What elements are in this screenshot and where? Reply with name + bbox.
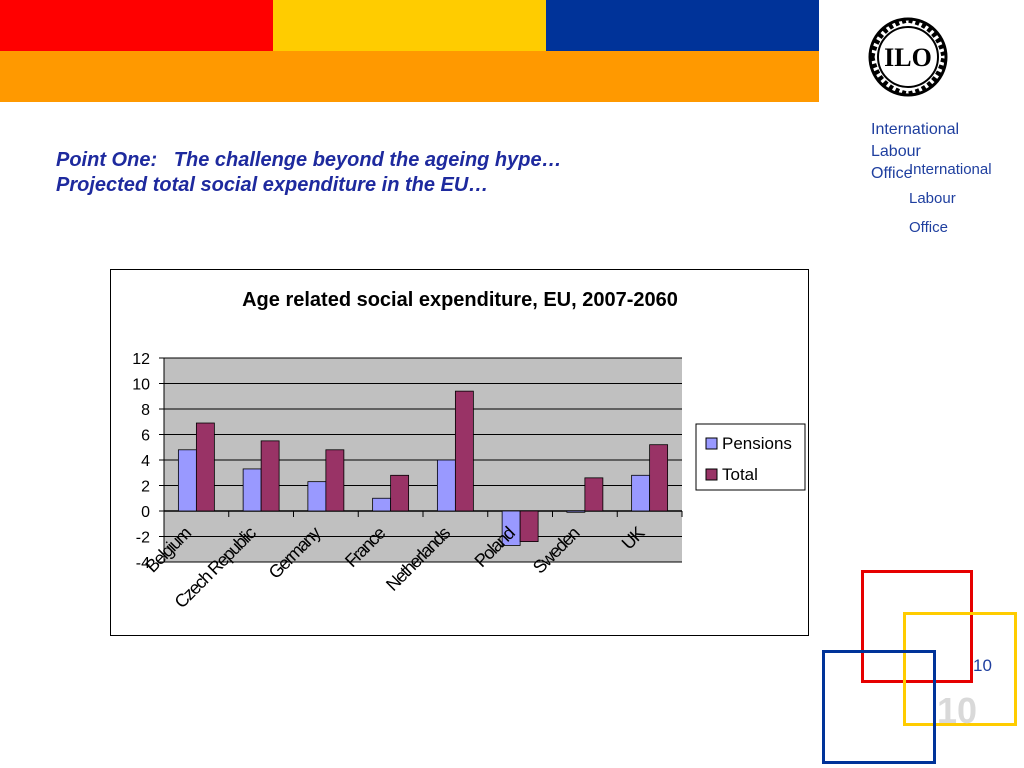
bar-total-belgium: [195, 422, 215, 512]
header-blue-block: [546, 0, 819, 51]
bar-total-czech-republic: [260, 440, 280, 512]
y-tick-label: -4: [136, 555, 150, 572]
y-tick-label: 4: [141, 453, 150, 470]
page-number-watermark: 10: [937, 690, 978, 731]
bar-total-poland: [519, 510, 539, 543]
logo-letters: ILO: [884, 43, 932, 72]
decor-square-blue: [822, 650, 936, 764]
bar-chart: Age related social expenditure, EU, 2007…: [132, 289, 806, 612]
organization-name: International Labour Office: [871, 119, 959, 185]
chart-legend: Pensions Total: [695, 423, 806, 491]
page-number: 10: [973, 656, 992, 675]
bar-total-netherlands: [454, 390, 474, 512]
bar-total-uk: [649, 444, 669, 512]
y-tick-label: 6: [141, 428, 150, 445]
bar-pensions-france: [372, 497, 392, 512]
organization-name-repeat: International Labour Office: [909, 155, 992, 242]
headline-line-1: Point One: The challenge beyond the agei…: [56, 149, 562, 171]
bar-total-sweden: [584, 477, 604, 512]
bar-pensions-sweden: [566, 510, 586, 513]
chart-frame: Age related social expenditure, EU, 2007…: [110, 269, 809, 636]
bar-pensions-czech-republic: [242, 468, 262, 512]
bar-total-germany: [325, 449, 345, 512]
y-tick-label: 0: [141, 504, 150, 521]
headline-line-2: Projected total social expenditure in th…: [56, 174, 489, 196]
slide-headline: Point One: The challenge beyond the agei…: [56, 148, 562, 198]
org-repeat-line-3: Office: [909, 219, 948, 236]
ilo-logo-icon: ILO: [868, 17, 948, 97]
legend-swatch: [705, 468, 718, 481]
header-orange-band: [0, 51, 819, 102]
bar-pensions-netherlands: [436, 459, 456, 512]
bar-pensions-belgium: [177, 449, 197, 512]
y-tick-label: 10: [132, 377, 150, 394]
decor-square-red: [861, 570, 973, 683]
y-tick-label: 8: [141, 402, 150, 419]
bar-total-france: [390, 474, 410, 512]
bar-pensions-germany: [307, 481, 327, 512]
header-red-block: [0, 0, 273, 51]
y-tick-label: 2: [141, 479, 150, 496]
y-tick-label: 12: [132, 351, 150, 368]
decor-square-yellow: [903, 612, 1017, 726]
legend-swatch: [705, 437, 718, 450]
legend-label: Total: [722, 465, 758, 484]
org-line-3: Office: [871, 165, 913, 182]
org-line-2: Labour: [871, 143, 921, 160]
header-yellow-block: [273, 0, 546, 51]
legend-label: Pensions: [722, 434, 792, 453]
org-line-1: International: [871, 121, 960, 138]
bar-pensions-uk: [631, 474, 651, 512]
org-repeat-line-2: Labour: [909, 190, 956, 207]
y-tick-label: -2: [136, 530, 150, 547]
org-repeat-line-1: International: [909, 161, 992, 178]
chart-title: Age related social expenditure, EU, 2007…: [242, 289, 678, 311]
